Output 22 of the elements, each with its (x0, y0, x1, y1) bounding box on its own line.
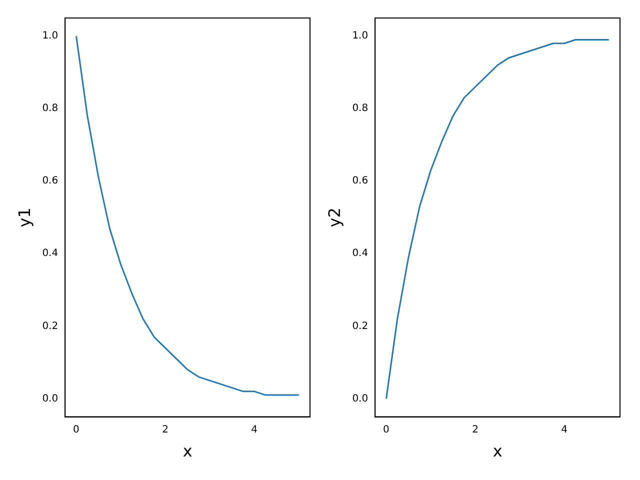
y-tick-label: 0.8 (42, 103, 58, 114)
x-tick-label: 4 (561, 424, 568, 436)
y-axis-title: y2 (324, 208, 344, 228)
x-tick-label: 0 (383, 424, 390, 436)
y-tick-label: 0.0 (352, 393, 368, 404)
y-tick-label: 0.0 (42, 393, 58, 404)
x-axis-title: x (492, 442, 502, 461)
y-tick-label: 0.6 (42, 176, 58, 187)
y-tick-label: 0.4 (42, 248, 58, 260)
y-tick-label: 0.6 (352, 176, 368, 187)
y-tick-label: 0.4 (352, 248, 368, 260)
y-tick-label: 0.2 (352, 320, 368, 332)
y-tick-label: 0.8 (352, 103, 368, 114)
y-tick-label: 0.2 (42, 320, 58, 332)
x-tick-label: 0 (73, 424, 80, 436)
x-tick-label: 4 (251, 424, 258, 436)
y-tick-label: 1.0 (352, 30, 368, 42)
x-tick-label: 2 (472, 424, 478, 436)
x-tick-label: 2 (162, 424, 168, 436)
x-axis-title: x (182, 442, 192, 461)
y-tick-label: 1.0 (42, 30, 58, 42)
y-axis-title: y1 (14, 208, 34, 228)
